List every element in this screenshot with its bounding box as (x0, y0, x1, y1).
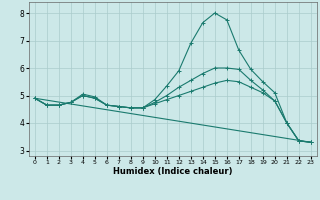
X-axis label: Humidex (Indice chaleur): Humidex (Indice chaleur) (113, 167, 233, 176)
